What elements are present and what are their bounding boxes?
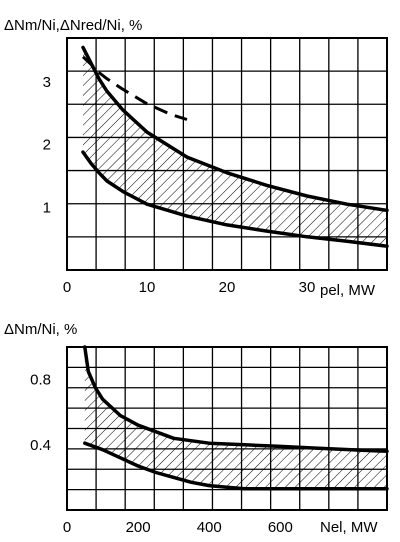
chart2-x-tick-label: 600 bbox=[268, 519, 293, 536]
chart1-plot-frame bbox=[66, 37, 388, 271]
chart2-series-solid-upper bbox=[83, 345, 389, 454]
chart1-series-dashed bbox=[81, 55, 188, 121]
chart2-x-axis-label: Nel, MW bbox=[320, 519, 378, 536]
chart1-y-tick-label: 1 bbox=[43, 199, 51, 216]
chart1-x-tick-label: 30 bbox=[299, 279, 316, 296]
chart1-y-tick-label: 3 bbox=[43, 74, 51, 91]
chart1-series-solid-upper bbox=[81, 45, 389, 213]
chart1-x-tick-label: 10 bbox=[139, 279, 156, 296]
chart2-x-tick-label: 400 bbox=[197, 519, 222, 536]
chart2-y-axis-label: ΔNm/Ni, % bbox=[4, 321, 77, 338]
chart2-series-solid-lower bbox=[83, 441, 389, 491]
chart2-y-tick-label: 0.8 bbox=[30, 372, 51, 389]
chart1-x-axis-label: pel, MW bbox=[320, 282, 376, 299]
chart2-y-tick-label: 0.4 bbox=[30, 437, 51, 454]
chart2-plot-frame bbox=[66, 346, 388, 511]
chart1-hatched-band bbox=[83, 47, 387, 247]
chart2-x-tick-label: 0 bbox=[63, 519, 71, 536]
chart2-hatched-band bbox=[84, 347, 388, 489]
chart1-y-tick-label: 2 bbox=[43, 137, 51, 154]
chart1-series-solid-lower bbox=[81, 150, 389, 248]
chart1-y-axis-label: ΔNm/Ni,ΔNred/Ni, % bbox=[4, 17, 142, 34]
chart1-x-tick-label: 0 bbox=[63, 279, 71, 296]
chart2-x-tick-label: 200 bbox=[126, 519, 151, 536]
chart1-x-tick-label: 20 bbox=[219, 279, 236, 296]
